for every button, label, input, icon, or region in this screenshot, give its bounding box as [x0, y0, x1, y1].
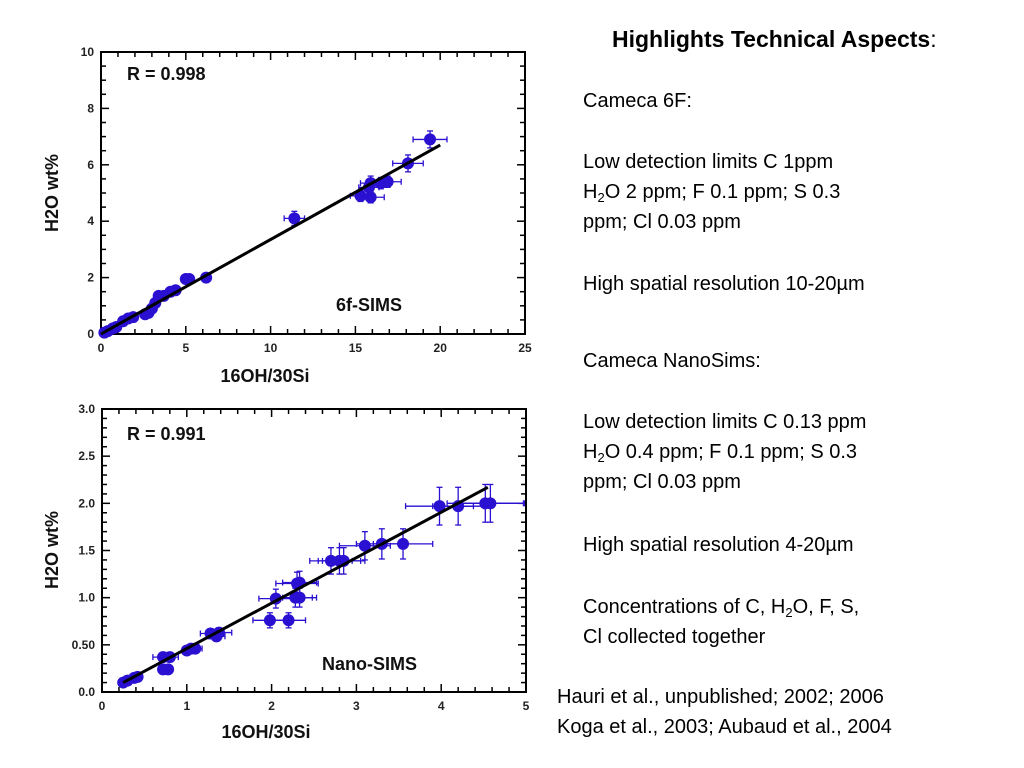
x-axis-title: 16OH/30Si: [221, 722, 310, 742]
r-value-annotation: R = 0.998: [127, 64, 206, 84]
data-point: [484, 497, 497, 510]
cameca-6f-limits-line3: ppm; Cl 0.03 ppm: [583, 211, 741, 233]
regression-line: [100, 143, 441, 336]
cameca-6f-resolution: High spatial resolution 10-20µm: [583, 273, 865, 295]
y-tick-label: 2.0: [78, 496, 95, 510]
y-tick-label: 6: [87, 158, 94, 172]
r-value-annotation: R = 0.991: [127, 424, 206, 444]
y-tick-label: 4: [87, 214, 94, 228]
chart-nano-sims: 0 1 2 3 4 5 0.0 0.50 1.0 1.5 2.0 2.5 3.0 16OH/30Si H2O…: [42, 402, 530, 742]
x-tick-label: 15: [349, 341, 363, 355]
data-point: [397, 537, 410, 550]
data-point: [381, 175, 394, 188]
reference-line-1: Hauri et al., unpublished; 2002; 2006: [557, 686, 884, 708]
x-tick-label: 25: [518, 341, 532, 355]
x-tick-label: 2: [268, 699, 275, 713]
cameca-6f-limits-line2: H2O 2 ppm; F 0.1 ppm; S 0.3: [583, 181, 841, 205]
instrument-annotation: 6f-SIMS: [336, 295, 402, 315]
plot-frame: [101, 408, 527, 693]
regression-line: [122, 485, 489, 684]
reference-line-2: Koga et al., 2003; Aubaud et al., 2004: [557, 716, 892, 738]
x-tick-label: 4: [438, 699, 445, 713]
x-tick-label: 0: [99, 699, 106, 713]
data-point: [358, 539, 371, 552]
axis-ticks: [100, 51, 526, 335]
y-tick-label: 1.0: [78, 591, 95, 605]
y-axis-title: H2O wt%: [42, 154, 62, 232]
cameca-6f-limits-line1: Low detection limits C 1ppm: [583, 151, 834, 173]
nanosims-concentrations-line1: Concentrations of C, H2O, F, S,: [583, 596, 860, 620]
x-tick-label: 3: [353, 699, 360, 713]
x-tick-label: 1: [183, 699, 190, 713]
y-tick-label: 10: [81, 45, 95, 59]
data-point: [424, 133, 437, 146]
nanosims-limits-line1: Low detection limits C 0.13 ppm: [583, 411, 867, 433]
y-tick-label: 2: [87, 271, 94, 285]
nanosims-limits-line2: H2O 0.4 ppm; F 0.1 ppm; S 0.3: [583, 441, 858, 465]
x-tick-label: 5: [523, 699, 530, 713]
cameca-6f-heading: Cameca 6F:: [583, 90, 692, 112]
data-point: [263, 614, 276, 627]
data-point: [162, 663, 175, 676]
y-tick-label: 0: [87, 327, 94, 341]
nanosims-heading: Cameca NanoSims:: [583, 350, 761, 372]
x-tick-label: 10: [264, 341, 278, 355]
axis-ticks: [101, 408, 527, 693]
panel-title: Highlights Technical Aspects:: [612, 26, 937, 52]
nanosims-limits-line3: ppm; Cl 0.03 ppm: [583, 471, 741, 493]
y-tick-label: 1.5: [78, 544, 95, 558]
data-point: [288, 212, 301, 225]
x-tick-label: 5: [182, 341, 189, 355]
y-tick-label: 0.50: [72, 638, 96, 652]
data-point: [282, 614, 295, 627]
x-tick-label: 0: [98, 341, 105, 355]
x-tick-label: 20: [434, 341, 448, 355]
x-axis-title: 16OH/30Si: [220, 366, 309, 386]
y-tick-label: 8: [87, 101, 94, 115]
y-axis-title: H2O wt%: [42, 511, 62, 589]
data-points: [117, 483, 525, 689]
nanosims-resolution: High spatial resolution 4-20µm: [583, 534, 854, 556]
nanosims-concentrations-line2: Cl collected together: [583, 626, 766, 648]
y-tick-label: 3.0: [78, 402, 95, 416]
instrument-annotation: Nano-SIMS: [322, 654, 417, 674]
y-tick-label: 0.0: [78, 685, 95, 699]
chart-6f-sims: 0 5 10 15 20 25 0 2 4 6 8 10 16OH/30Si H2O wt% R = 0.9…: [42, 45, 532, 386]
y-tick-label: 2.5: [78, 449, 95, 463]
